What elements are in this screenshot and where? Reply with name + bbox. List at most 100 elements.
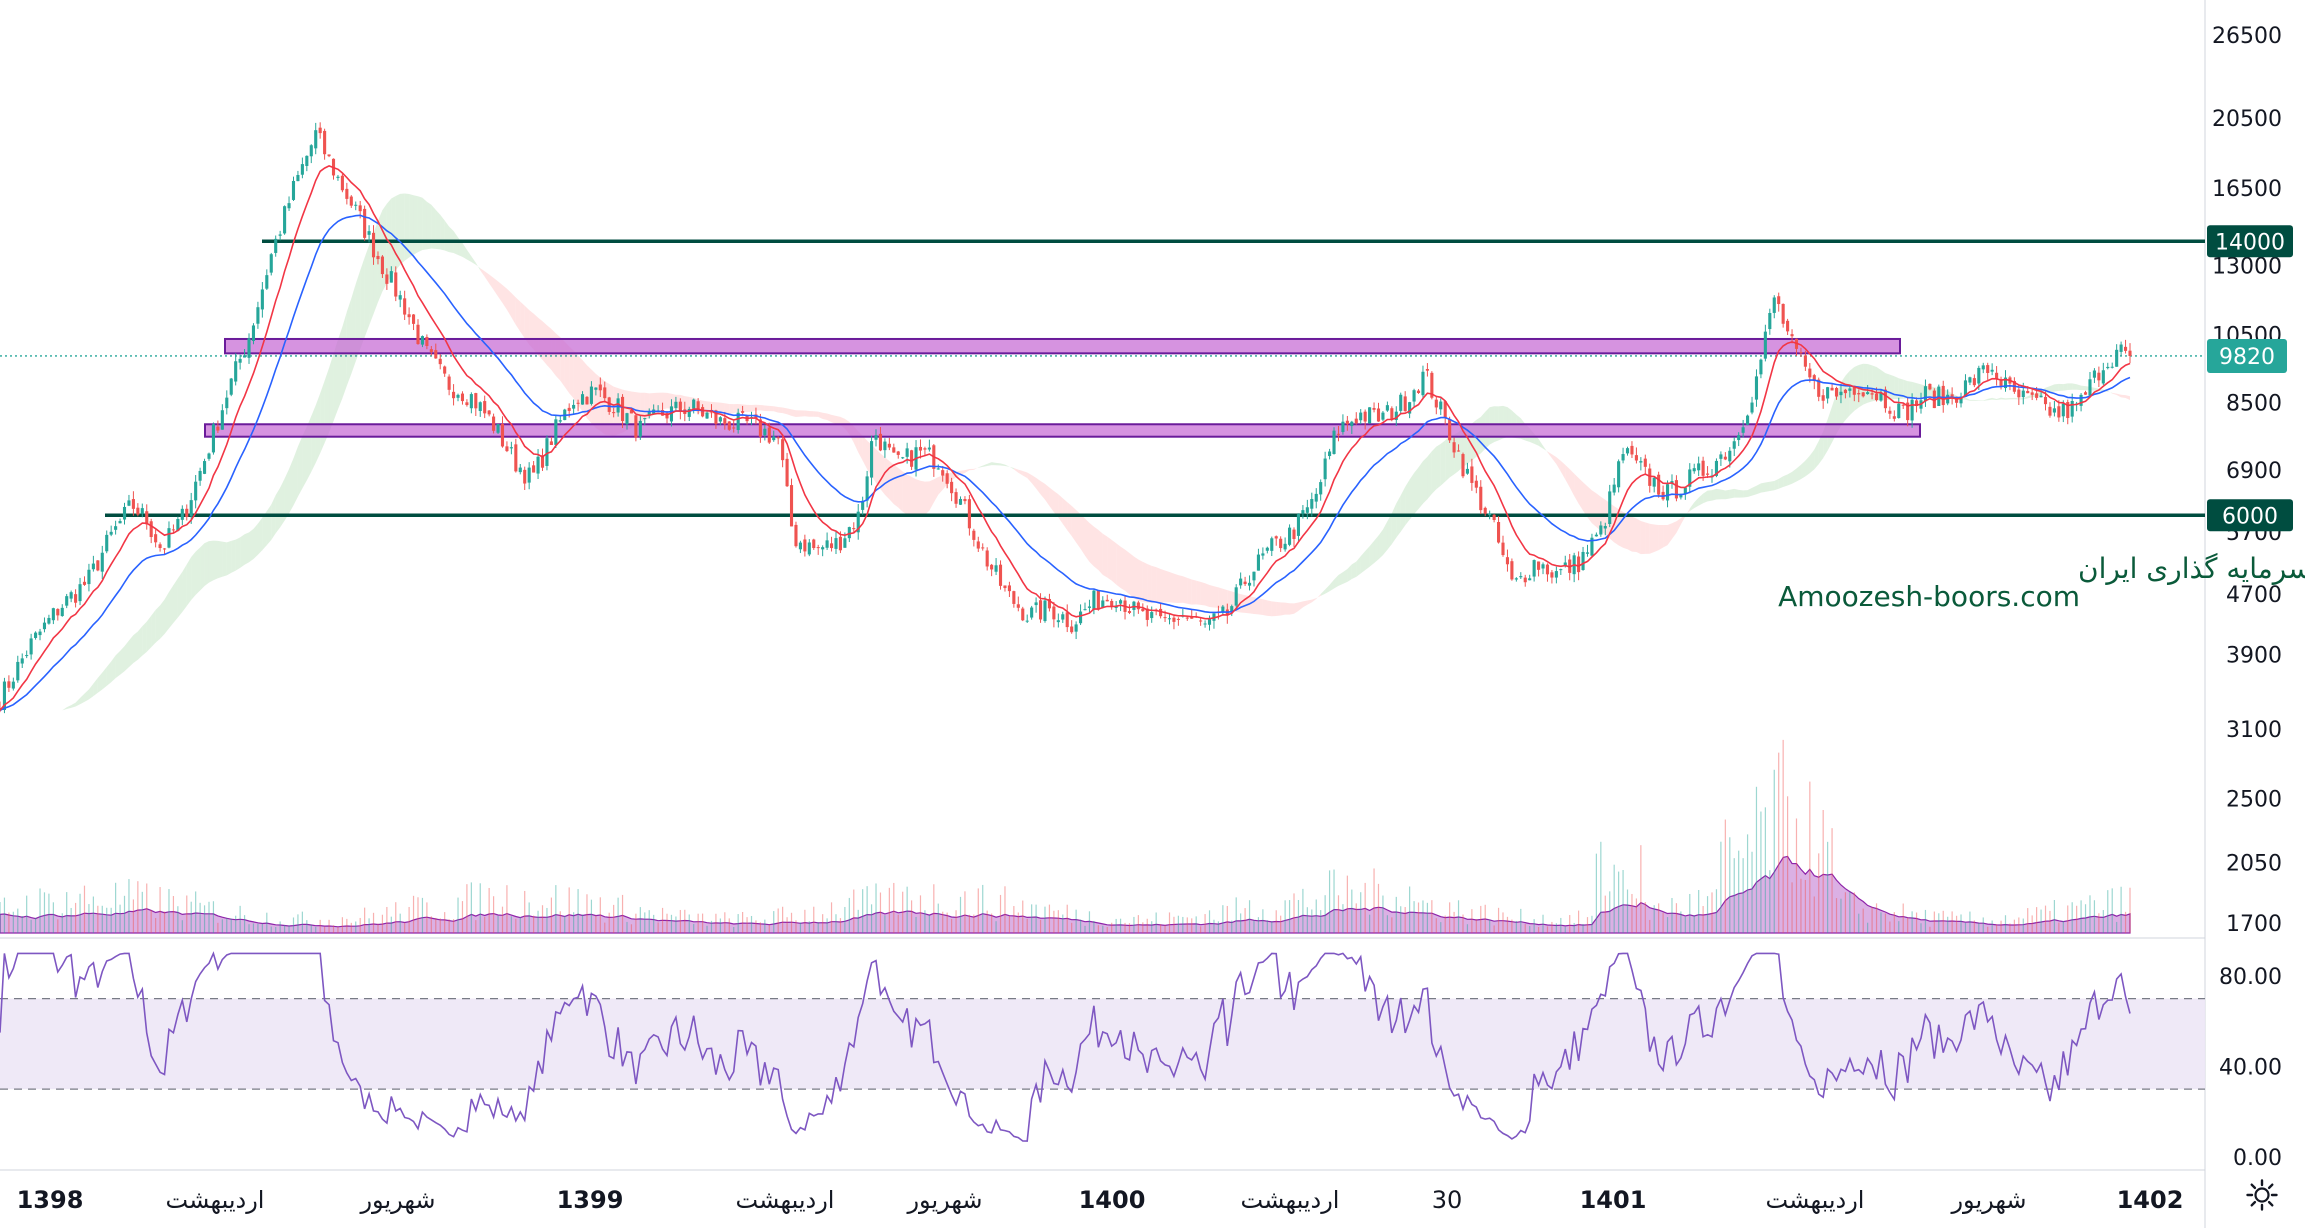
cloud-segment: [155, 605, 161, 643]
cloud-segment: [1133, 556, 1139, 601]
candle-body: [647, 411, 651, 416]
volume-bar: [1537, 927, 1540, 933]
volume-bar: [1328, 870, 1331, 933]
candle-body: [732, 427, 736, 429]
cloud-segment: [969, 468, 974, 471]
volume-bar: [630, 924, 633, 933]
cloud-segment: [164, 592, 169, 634]
cloud-segment: [2018, 398, 2024, 400]
volume-bar: [826, 918, 828, 933]
candle-body: [1230, 606, 1234, 613]
volume-bar: [1124, 922, 1126, 933]
volume-bar: [1217, 921, 1220, 933]
cloud-segment: [960, 470, 965, 475]
cloud-segment: [204, 541, 209, 586]
cloud-segment: [1445, 436, 1450, 482]
volume-bar: [1022, 900, 1024, 933]
candle-body: [91, 563, 95, 570]
volume-bar: [1631, 893, 1633, 933]
candle-body: [554, 419, 558, 445]
volume-bar: [1960, 914, 1962, 933]
price-pane[interactable]: [0, 0, 2206, 1228]
settings-gear-icon[interactable]: [2245, 1178, 2279, 1212]
candle-body: [1328, 451, 1332, 457]
cloud-segment: [1253, 597, 1259, 615]
candle-body: [972, 530, 976, 540]
volume-bar: [248, 924, 250, 933]
cloud-segment: [1698, 493, 1704, 506]
candle-body: [1483, 507, 1487, 514]
price-axis[interactable]: 2650020500165001300010500850069005700470…: [2207, 24, 2293, 937]
candle-body: [1906, 402, 1910, 421]
candle-body: [1252, 571, 1256, 581]
candle-body: [1221, 606, 1225, 613]
volume-bar: [1969, 911, 1971, 933]
candle-body: [100, 552, 104, 572]
volume-bar: [1453, 911, 1455, 933]
candle-body: [976, 541, 980, 549]
cloud-segment: [1374, 535, 1379, 564]
rsi-pane[interactable]: [0, 951, 2205, 1142]
candle-body: [1136, 602, 1140, 610]
cloud-segment: [924, 481, 930, 515]
cloud-segment: [329, 353, 334, 433]
cloud-segment: [586, 365, 592, 424]
volume-bar: [2018, 917, 2020, 933]
cloud-segment: [760, 404, 765, 411]
candle-body: [1772, 297, 1776, 313]
candle-body: [1079, 611, 1083, 624]
volume-bar: [1031, 904, 1033, 933]
candle-body: [1176, 618, 1180, 620]
cloud-segment: [1085, 518, 1090, 562]
candle-body: [781, 439, 785, 461]
volume-bar: [1102, 925, 1104, 933]
volume-bar: [1382, 895, 1384, 933]
volume-bar: [982, 884, 984, 933]
volume-bar: [737, 914, 739, 933]
cloud-segment: [1645, 522, 1650, 554]
watermark-line1: انجمن خبرگان سرمایه گذاری ایران: [2078, 552, 2305, 585]
volume-bar: [8, 912, 10, 933]
cloud-segment: [1311, 598, 1317, 603]
candle-body: [371, 232, 376, 258]
volume-bar: [266, 912, 268, 933]
candle-body: [154, 534, 158, 543]
candle-body: [492, 416, 496, 431]
cloud-segment: [1205, 583, 1210, 607]
cloud-segment: [1760, 482, 1766, 493]
candle-body: [2026, 391, 2030, 394]
price-tick-label: 26500: [2212, 24, 2282, 49]
cloud-segment: [1347, 564, 1352, 582]
cloud-segment: [1818, 431, 1824, 465]
candle-body: [1959, 396, 1963, 404]
volume-bar: [475, 920, 477, 933]
volume-bar: [283, 925, 286, 933]
candle-body: [256, 307, 260, 324]
cloud-segment: [235, 537, 241, 571]
candle-body: [1981, 365, 1985, 370]
volume-bar: [666, 913, 668, 933]
candle-body: [1141, 608, 1145, 612]
candle-body: [2115, 349, 2119, 367]
cloud-segment: [311, 405, 316, 472]
candle-body: [1803, 355, 1807, 367]
volume-bar: [106, 907, 108, 933]
cloud-segment: [809, 410, 814, 417]
candle-body: [1167, 618, 1172, 620]
volume-bar: [1600, 841, 1602, 933]
time-axis[interactable]: 1398 اردیبهشت شهریور 1399 اردیبهشت شهریور 1400…: [17, 1186, 2184, 1214]
volume-bar: [1306, 907, 1308, 933]
candle-body: [1955, 396, 1959, 403]
candle-body: [1759, 359, 1763, 375]
cloud-segment: [97, 672, 103, 693]
cloud-segment: [1302, 600, 1308, 608]
volume-bar: [177, 906, 179, 933]
volume-bar: [1346, 875, 1348, 933]
volume-bar: [2102, 910, 2104, 933]
cloud-segment: [2063, 383, 2068, 391]
cloud-segment: [195, 547, 201, 595]
volume-bar: [1546, 926, 1549, 933]
candle-body: [131, 499, 135, 509]
cloud-segment: [1378, 529, 1383, 560]
candle-body: [1630, 445, 1634, 455]
